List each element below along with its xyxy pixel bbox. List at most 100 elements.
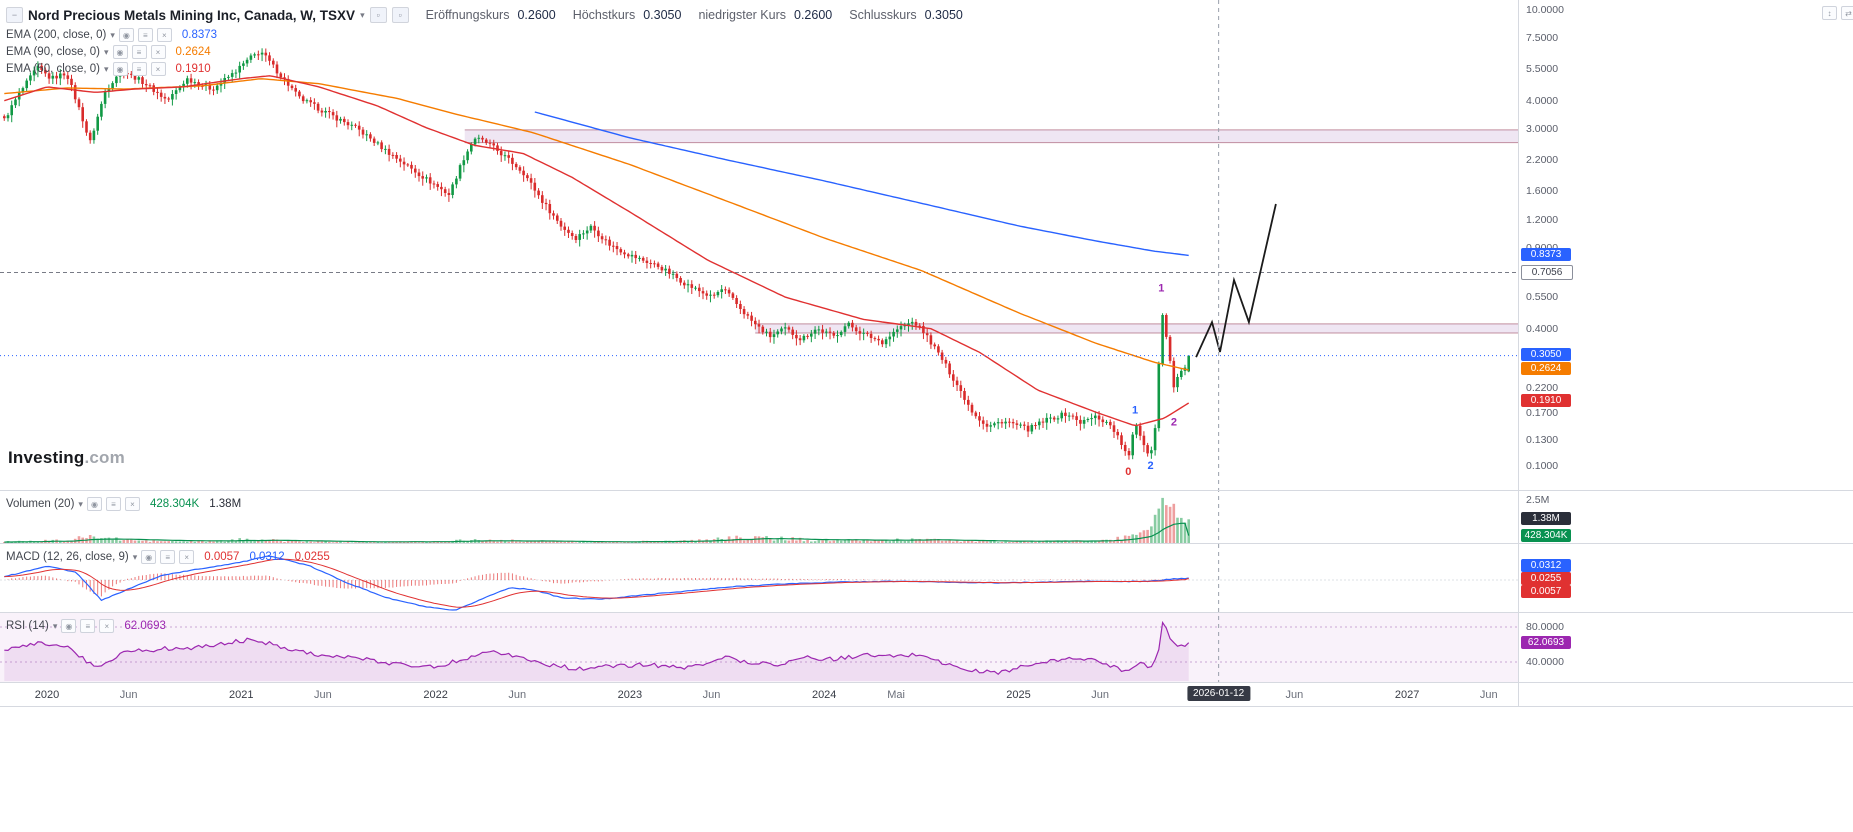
time-tick-label: 2023 bbox=[617, 689, 643, 701]
wave-label-1[interactable]: 1 bbox=[1158, 283, 1164, 295]
logo-text: Investing bbox=[8, 448, 85, 467]
settings-icon[interactable]: ≡ bbox=[105, 497, 121, 511]
axis-price-badge: 62.0693 bbox=[1521, 635, 1571, 649]
visibility-icon[interactable]: ◉ bbox=[118, 28, 134, 42]
axis-price-badge: 0.0255 bbox=[1521, 571, 1571, 585]
trend-projection-line[interactable] bbox=[1195, 203, 1277, 358]
legend-row-macd: MACD (12, 26, close, 9) ▾ ◉ ≡ × 0.0057 0… bbox=[6, 550, 330, 564]
price-axis[interactable]: 10.0000 7.5000 5.5000 4.0000 3.0000 2.2000 1.6… bbox=[1519, 0, 1853, 707]
scale-swap-icon[interactable]: ⇄ bbox=[1841, 6, 1853, 20]
delete-icon[interactable]: × bbox=[150, 62, 166, 76]
axis-price-badge: 0.8373 bbox=[1521, 247, 1571, 261]
ema200-caret[interactable]: ▾ bbox=[110, 29, 115, 40]
fullscreen-icon[interactable]: ▫ bbox=[391, 7, 409, 23]
logo-tld: .com bbox=[84, 448, 125, 467]
symbol-title[interactable]: Nord Precious Metals Mining Inc, Canada,… bbox=[28, 7, 356, 23]
delete-icon[interactable]: × bbox=[124, 497, 140, 511]
wave-label-0[interactable]: 0 bbox=[1125, 466, 1131, 478]
time-tick-label: Jun bbox=[702, 689, 721, 701]
axis-price-badge: 1.38M bbox=[1521, 512, 1571, 526]
axis-tick-label: 1.6000 bbox=[1526, 185, 1559, 198]
visibility-icon[interactable]: ◉ bbox=[141, 550, 157, 564]
axis-tick-label: 80.0000 bbox=[1526, 621, 1564, 633]
visibility-icon[interactable]: ◉ bbox=[112, 45, 128, 59]
open-label: Eröffnungskurs bbox=[425, 8, 510, 22]
wave-label-2[interactable]: 2 bbox=[1171, 417, 1177, 429]
volume-pane[interactable] bbox=[3, 497, 1190, 543]
delete-icon[interactable]: × bbox=[156, 28, 172, 42]
resistance-zone[interactable] bbox=[755, 323, 1518, 334]
time-tick-label: Jun bbox=[508, 689, 527, 701]
macd-signal-value: 0.0255 bbox=[294, 551, 330, 563]
axis-tick-label: 7.5000 bbox=[1526, 32, 1559, 45]
axis-tick-label: 5.5000 bbox=[1526, 63, 1559, 76]
rsi-line bbox=[4, 620, 1190, 675]
axis-tick-label: 4.0000 bbox=[1526, 94, 1559, 107]
resistance-zone[interactable] bbox=[464, 129, 1518, 143]
macd-label[interactable]: MACD (12, 26, close, 9) bbox=[6, 551, 129, 563]
ema200-label[interactable]: EMA (200, close, 0) bbox=[6, 29, 107, 41]
axis-price-badge: 0.7056 bbox=[1521, 264, 1573, 280]
time-tick-label: 2021 bbox=[229, 689, 254, 701]
time-tick-label: 2022 bbox=[423, 689, 448, 701]
volume-last-value: 1.38M bbox=[209, 498, 242, 510]
settings-icon[interactable]: ≡ bbox=[131, 62, 147, 76]
ema90-label[interactable]: EMA (90, close, 0) bbox=[6, 46, 100, 58]
volume-ma-value: 428.304K bbox=[149, 498, 200, 510]
macd-caret[interactable]: ▾ bbox=[132, 551, 138, 562]
rsi-label[interactable]: RSI (14) bbox=[6, 620, 49, 632]
macd-signal-line bbox=[4, 558, 1189, 608]
legend-row-ema200: EMA (200, close, 0) ▾ ◉ ≡ × 0.8373 bbox=[6, 28, 217, 42]
ema-line[interactable] bbox=[4, 75, 1190, 427]
visibility-icon[interactable]: ◉ bbox=[112, 62, 128, 76]
time-tick-label: 2024 bbox=[811, 689, 837, 701]
legend-row-ema90: EMA (90, close, 0) ▾ ◉ ≡ × 0.2624 bbox=[6, 45, 211, 59]
time-tick-label: 2025 bbox=[1006, 689, 1031, 701]
delete-icon[interactable]: × bbox=[150, 45, 166, 59]
axis-tick-label: 0.1000 bbox=[1526, 460, 1559, 472]
volume-caret[interactable]: ▾ bbox=[78, 498, 83, 509]
low-value: 0.2600 bbox=[794, 8, 833, 22]
ema-line[interactable] bbox=[4, 78, 1189, 371]
axis-tick-label: 0.2200 bbox=[1526, 381, 1559, 394]
axis-tick-label: 40.0000 bbox=[1526, 656, 1564, 668]
wave-label-1[interactable]: 1 bbox=[1132, 405, 1138, 417]
price-pane[interactable]: 0 1 2 1 2 bbox=[0, 48, 1518, 478]
rsi-pane[interactable] bbox=[0, 613, 1518, 682]
axis-tick-label: 0.5500 bbox=[1526, 291, 1559, 304]
legend-row-ema50: EMA (50, close, 0) ▾ ◉ ≡ × 0.1910 bbox=[6, 62, 211, 76]
settings-icon[interactable]: ≡ bbox=[160, 550, 176, 564]
rsi-caret[interactable]: ▾ bbox=[52, 620, 58, 631]
wave-label-2[interactable]: 2 bbox=[1148, 460, 1154, 472]
volume-ma-line bbox=[4, 522, 1190, 543]
rsi-value: 62.0693 bbox=[124, 620, 166, 632]
visibility-icon[interactable]: ◉ bbox=[61, 619, 77, 633]
collapse-legend-button[interactable]: − bbox=[6, 7, 23, 23]
volume-label[interactable]: Volumen (20) bbox=[6, 498, 75, 510]
camera-icon[interactable]: ▫ bbox=[369, 7, 387, 23]
ema90-caret[interactable]: ▾ bbox=[103, 46, 109, 57]
axis-tick-label: 0.4000 bbox=[1526, 322, 1559, 335]
ema-line[interactable] bbox=[534, 111, 1189, 257]
axis-tick-label: 2.2000 bbox=[1526, 153, 1559, 166]
delete-icon[interactable]: × bbox=[179, 550, 195, 564]
settings-icon[interactable]: ≡ bbox=[80, 619, 96, 633]
time-axis[interactable]: 2020 Jun 2021 Jun 2022 Jun 2023 Jun 2024 Mai 2025 J… bbox=[0, 683, 1853, 706]
visibility-icon[interactable]: ◉ bbox=[86, 497, 102, 511]
time-tick-label: Jun bbox=[1091, 689, 1109, 701]
high-label: Höchstkurs bbox=[572, 8, 636, 22]
axis-price-badge: 0.0312 bbox=[1521, 558, 1571, 572]
time-tick-label: Jun bbox=[314, 689, 332, 701]
macd-pane[interactable] bbox=[0, 555, 1518, 611]
settings-icon[interactable]: ≡ bbox=[137, 28, 153, 42]
symbol-dropdown-caret[interactable]: ▾ bbox=[360, 9, 365, 20]
low-label: niedrigster Kurs bbox=[698, 8, 786, 22]
ema50-caret[interactable]: ▾ bbox=[103, 63, 109, 74]
ema50-label[interactable]: EMA (50, close, 0) bbox=[6, 63, 100, 75]
time-tick-label: Mai bbox=[887, 689, 905, 701]
settings-icon[interactable]: ≡ bbox=[131, 45, 147, 59]
scale-expand-icon[interactable]: ↕ bbox=[1822, 6, 1837, 20]
delete-icon[interactable]: × bbox=[99, 619, 115, 633]
